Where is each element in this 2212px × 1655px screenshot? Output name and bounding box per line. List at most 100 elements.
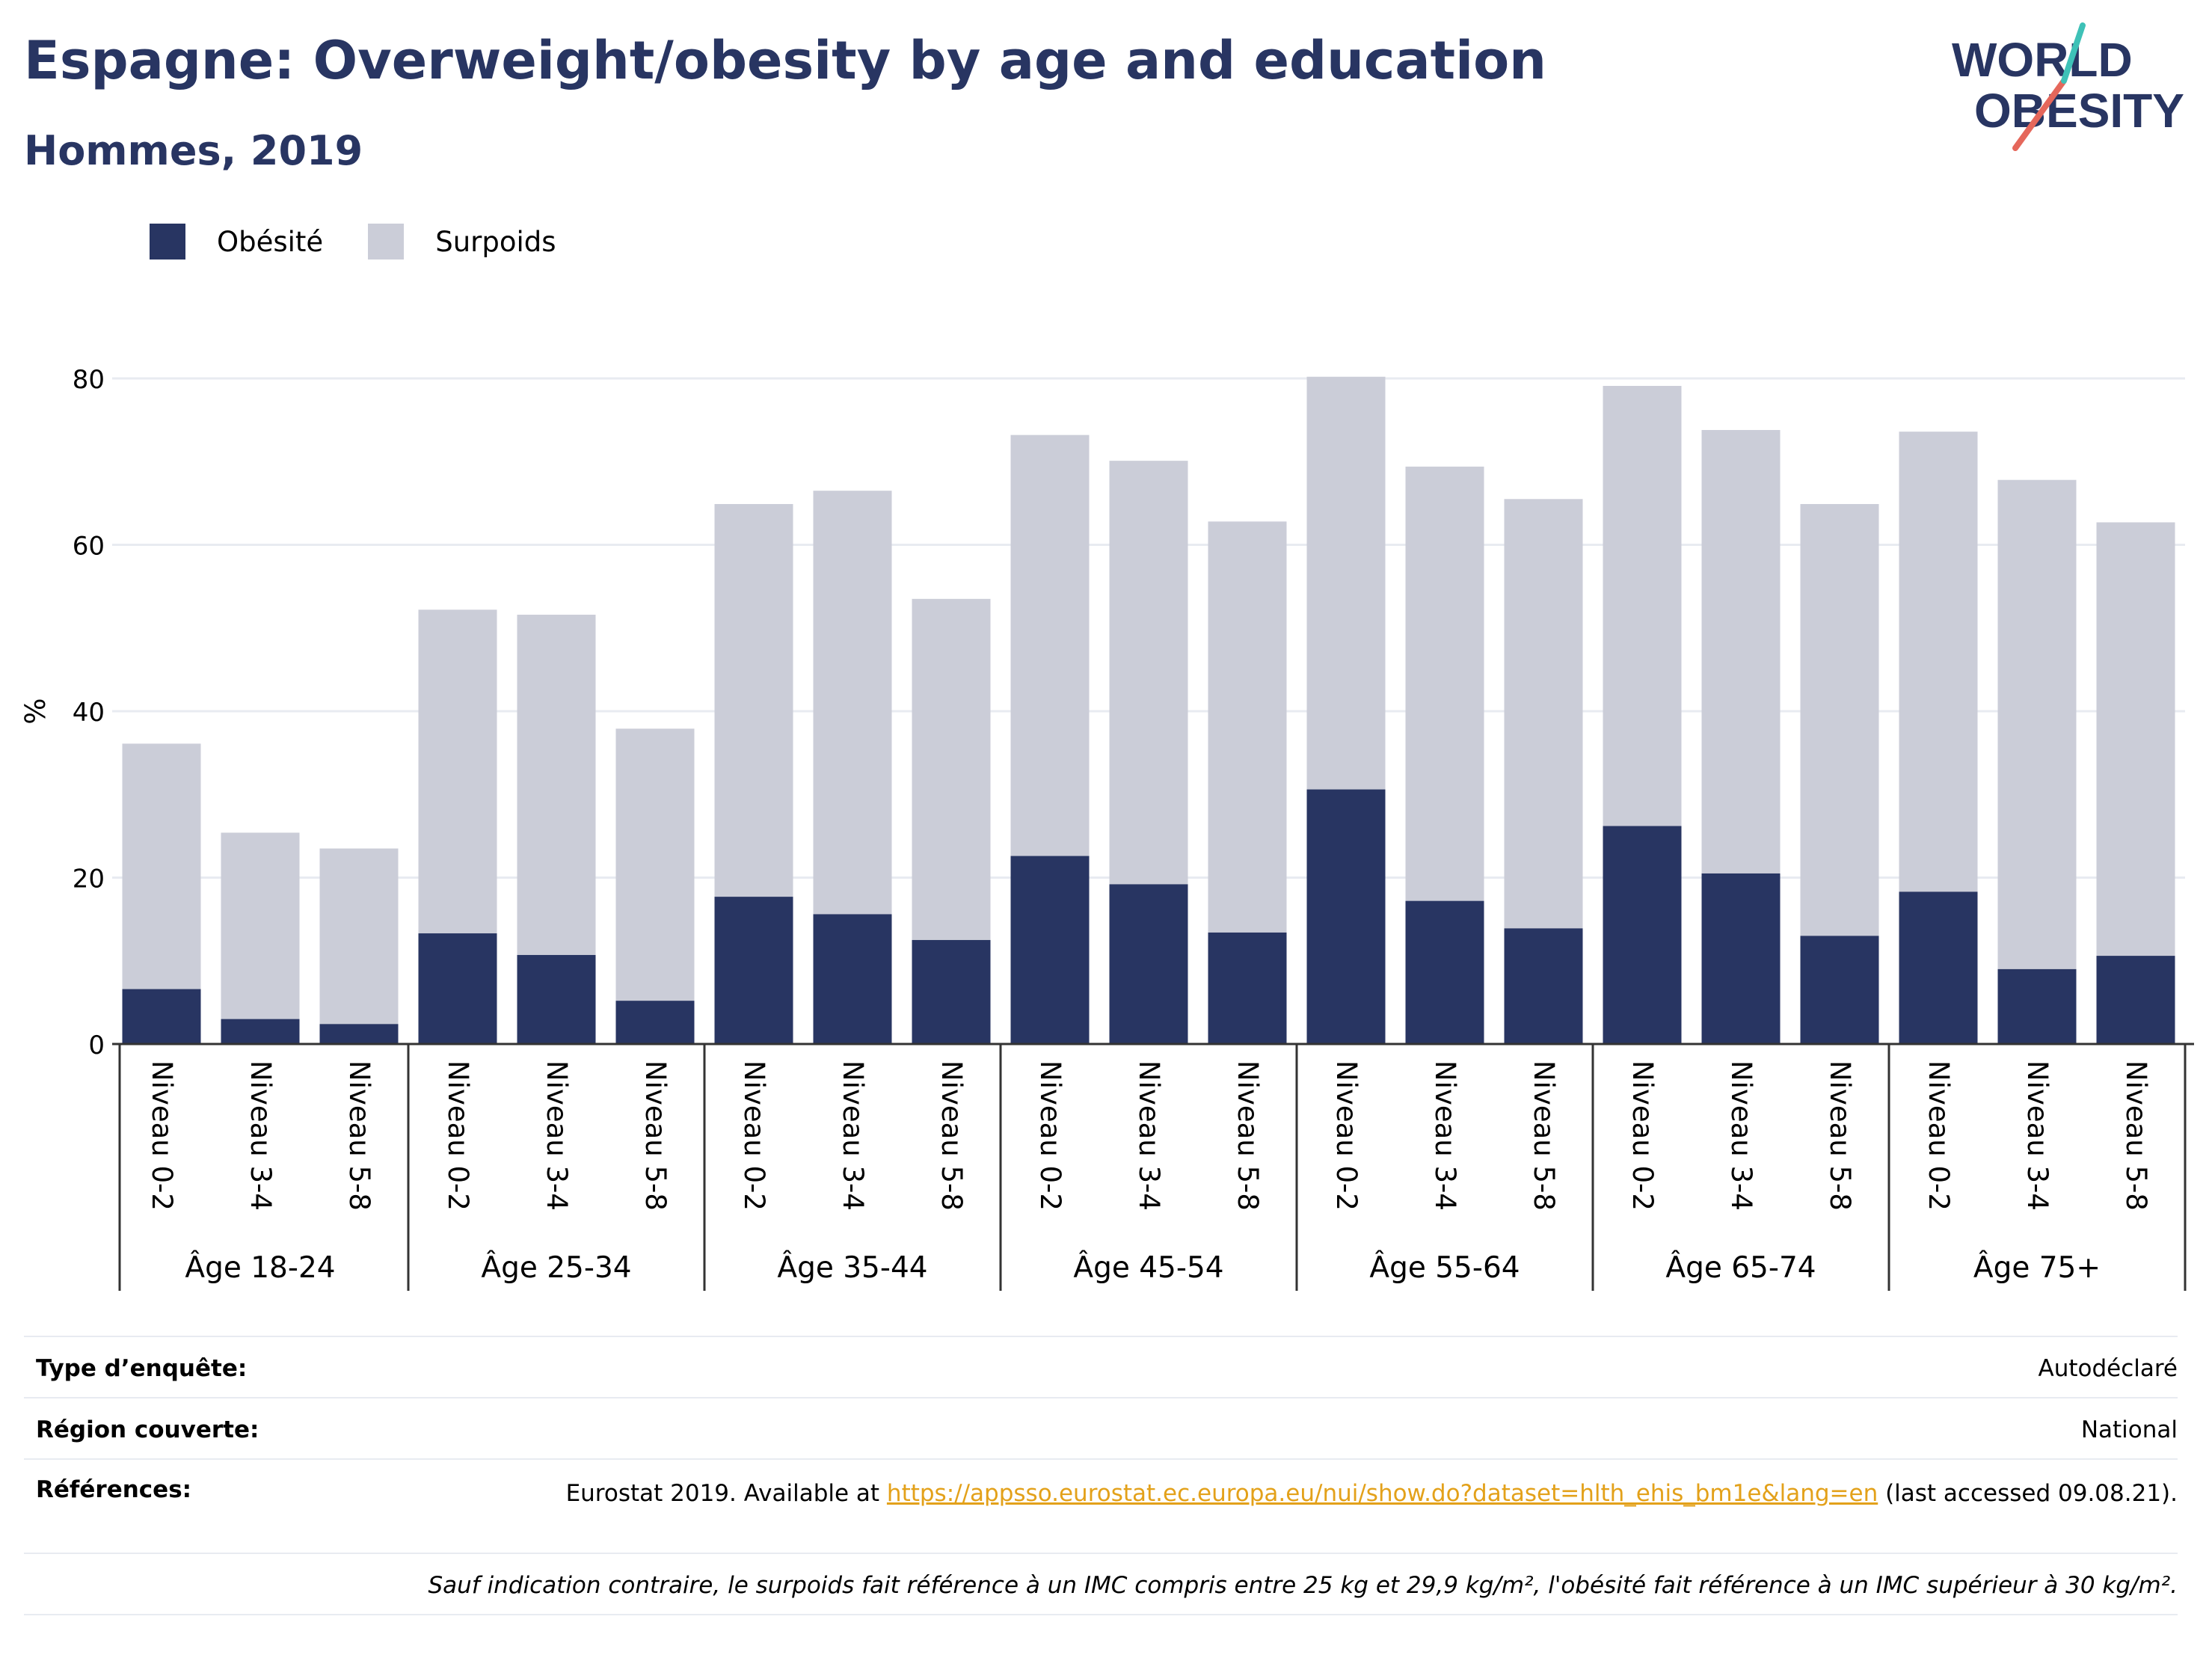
bar-overweight bbox=[2096, 522, 2175, 957]
region-value: National bbox=[2080, 1416, 2178, 1443]
world-obesity-logo: WORLD OBESITY bbox=[1952, 22, 2184, 151]
x-subcategory-label: Niveau 0-2 bbox=[1330, 1060, 1362, 1211]
definition-note: Sauf indication contraire, le surpoids f… bbox=[428, 1572, 2178, 1599]
bar-obesity bbox=[1504, 928, 1583, 1044]
logo-slash-red bbox=[2012, 78, 2067, 151]
x-subcategory-label: Niveau 5-8 bbox=[936, 1060, 968, 1211]
references-suffix: (last accessed 09.08.21). bbox=[1878, 1480, 2178, 1507]
x-subcategory-label: Niveau 5-8 bbox=[1824, 1060, 1856, 1211]
x-subcategory-label: Niveau 0-2 bbox=[1923, 1060, 1955, 1211]
references-value: Eurostat 2019. Available at https://apps… bbox=[532, 1476, 2178, 1511]
y-axis-label: % bbox=[19, 698, 52, 724]
x-subcategory-label: Niveau 5-8 bbox=[639, 1060, 672, 1211]
bar-overweight bbox=[319, 848, 399, 1025]
x-subcategory-label: Niveau 5-8 bbox=[1528, 1060, 1560, 1211]
bar-overweight bbox=[912, 598, 991, 940]
x-subcategory-label: Niveau 3-4 bbox=[1429, 1060, 1461, 1211]
references-link[interactable]: https://appsso.eurostat.ec.europa.eu/nui… bbox=[886, 1480, 1878, 1507]
y-tick-label: 80 bbox=[73, 365, 105, 395]
bar-overweight bbox=[221, 832, 300, 1019]
x-group-label: Âge 45-54 bbox=[1073, 1250, 1223, 1285]
bar-obesity bbox=[1405, 900, 1484, 1044]
x-subcategory-label: Niveau 0-2 bbox=[1626, 1060, 1659, 1211]
info-divider bbox=[24, 1458, 2178, 1460]
bar-overweight bbox=[1997, 479, 2077, 969]
bar-obesity bbox=[1997, 968, 2077, 1044]
x-group-label: Âge 55-64 bbox=[1369, 1250, 1520, 1285]
bar-obesity bbox=[319, 1024, 399, 1044]
logo-line2: OBESITY bbox=[1974, 84, 2184, 138]
bar-obesity bbox=[122, 989, 201, 1044]
x-subcategory-label: Niveau 3-4 bbox=[837, 1060, 869, 1211]
bar-overweight bbox=[1306, 376, 1386, 790]
y-tick-label: 20 bbox=[73, 865, 105, 894]
page-title: Espagne: Overweight/obesity by age and e… bbox=[24, 30, 1547, 91]
bar-overweight bbox=[714, 503, 793, 897]
legend-label-overweight: Surpoids bbox=[435, 225, 556, 258]
bar-overweight bbox=[1109, 461, 1188, 885]
bar-obesity bbox=[1701, 873, 1781, 1044]
x-subcategory-label: Niveau 5-8 bbox=[2120, 1060, 2152, 1211]
y-tick-label: 60 bbox=[73, 532, 105, 562]
bar-overweight bbox=[1603, 386, 1682, 826]
legend-item-overweight: Surpoids bbox=[368, 224, 556, 260]
x-subcategory-label: Niveau 3-4 bbox=[2021, 1060, 2053, 1211]
y-tick-label: 40 bbox=[73, 698, 105, 728]
survey-label: Type d’enquête: bbox=[36, 1355, 248, 1382]
y-tick-label: 0 bbox=[88, 1031, 105, 1060]
x-group-label: Âge 25-34 bbox=[481, 1250, 631, 1285]
bar-overweight bbox=[1701, 429, 1781, 873]
info-divider bbox=[24, 1553, 2178, 1554]
region-label: Région couverte: bbox=[36, 1416, 259, 1443]
bar-obesity bbox=[221, 1019, 300, 1044]
x-subcategory-label: Niveau 3-4 bbox=[541, 1060, 573, 1211]
bar-obesity bbox=[813, 914, 892, 1044]
info-divider bbox=[24, 1397, 2178, 1398]
x-group-label: Âge 18-24 bbox=[185, 1250, 335, 1285]
bar-overweight bbox=[615, 728, 695, 1001]
legend-label-obesity: Obésité bbox=[217, 225, 324, 258]
bar-overweight bbox=[1800, 503, 1879, 936]
x-subcategory-label: Niveau 5-8 bbox=[1232, 1060, 1264, 1211]
bar-obesity bbox=[1010, 856, 1090, 1044]
logo-slash-teal bbox=[2061, 22, 2086, 84]
logo-line1: WORLD bbox=[1952, 33, 2133, 87]
bar-obesity bbox=[1800, 936, 1879, 1044]
bar-obesity bbox=[2096, 956, 2175, 1044]
bar-obesity bbox=[615, 1001, 695, 1044]
bar-overweight bbox=[1899, 432, 1978, 892]
x-subcategory-label: Niveau 5-8 bbox=[343, 1060, 375, 1211]
bar-overweight bbox=[1504, 499, 1583, 929]
x-subcategory-label: Niveau 3-4 bbox=[1133, 1060, 1165, 1211]
x-subcategory-label: Niveau 3-4 bbox=[1725, 1060, 1757, 1211]
bar-obesity bbox=[1109, 884, 1188, 1044]
bar-overweight bbox=[418, 610, 497, 934]
x-group-label: Âge 35-44 bbox=[777, 1250, 927, 1285]
x-subcategory-label: Niveau 0-2 bbox=[442, 1060, 474, 1211]
bar-overweight bbox=[122, 743, 201, 989]
page-subtitle: Hommes, 2019 bbox=[24, 127, 363, 174]
bar-obesity bbox=[1306, 789, 1386, 1044]
bar-obesity bbox=[1603, 826, 1682, 1044]
bar-overweight bbox=[1010, 435, 1090, 856]
info-divider bbox=[24, 1336, 2178, 1337]
x-subcategory-label: Niveau 0-2 bbox=[738, 1060, 770, 1211]
stacked-bar-chart: 0 20 40 60 80% Niveau 0-2 Niveau 3-4 Niveau 5-8… bbox=[19, 365, 2194, 1291]
chart-legend: Obésité Surpoids bbox=[150, 223, 601, 260]
bar-overweight bbox=[813, 491, 892, 915]
x-group-label: Âge 75+ bbox=[1973, 1250, 2101, 1285]
bar-obesity bbox=[912, 939, 991, 1044]
info-divider bbox=[24, 1614, 2178, 1615]
references-label: Références: bbox=[36, 1476, 192, 1503]
bar-overweight bbox=[1208, 521, 1287, 933]
bar-overweight bbox=[1405, 466, 1484, 901]
survey-value: Autodéclaré bbox=[2038, 1355, 2178, 1382]
bar-obesity bbox=[1208, 932, 1287, 1044]
bar-obesity bbox=[1899, 891, 1978, 1044]
x-subcategory-label: Niveau 3-4 bbox=[245, 1060, 277, 1211]
bar-obesity bbox=[517, 954, 596, 1044]
references-prefix: Eurostat 2019. Available at bbox=[565, 1480, 887, 1507]
bar-obesity bbox=[418, 933, 497, 1044]
bar-obesity bbox=[714, 897, 793, 1044]
bar-overweight bbox=[517, 614, 596, 955]
